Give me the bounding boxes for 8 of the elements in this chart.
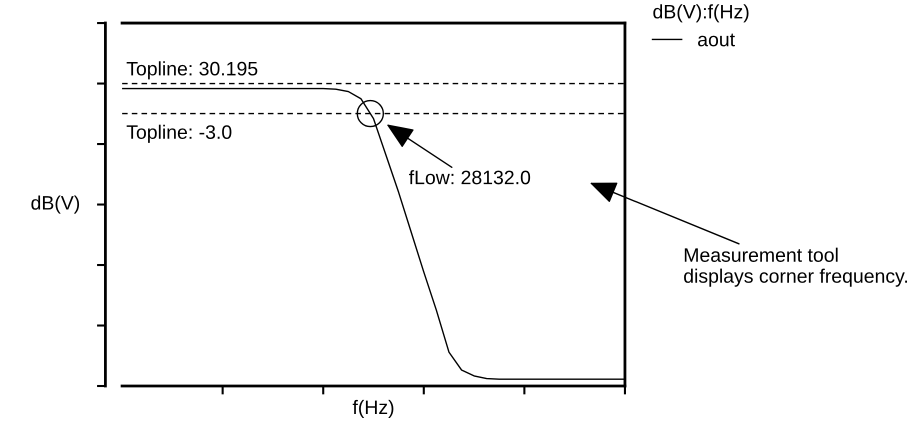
y-axis-title: dB(V) [31,195,80,214]
annotation: Topline: -3.0 [126,124,232,143]
x-axis-title: f(Hz) [352,400,394,418]
legend-label: aout [698,34,735,46]
text: Topline: 30.195 [126,61,258,80]
legend-title: dB(V):f(Hz) [653,4,749,22]
text: Measurement tool displays corner frequency. [684,248,908,287]
annotation: fLow: 28132.0 [408,170,530,184]
